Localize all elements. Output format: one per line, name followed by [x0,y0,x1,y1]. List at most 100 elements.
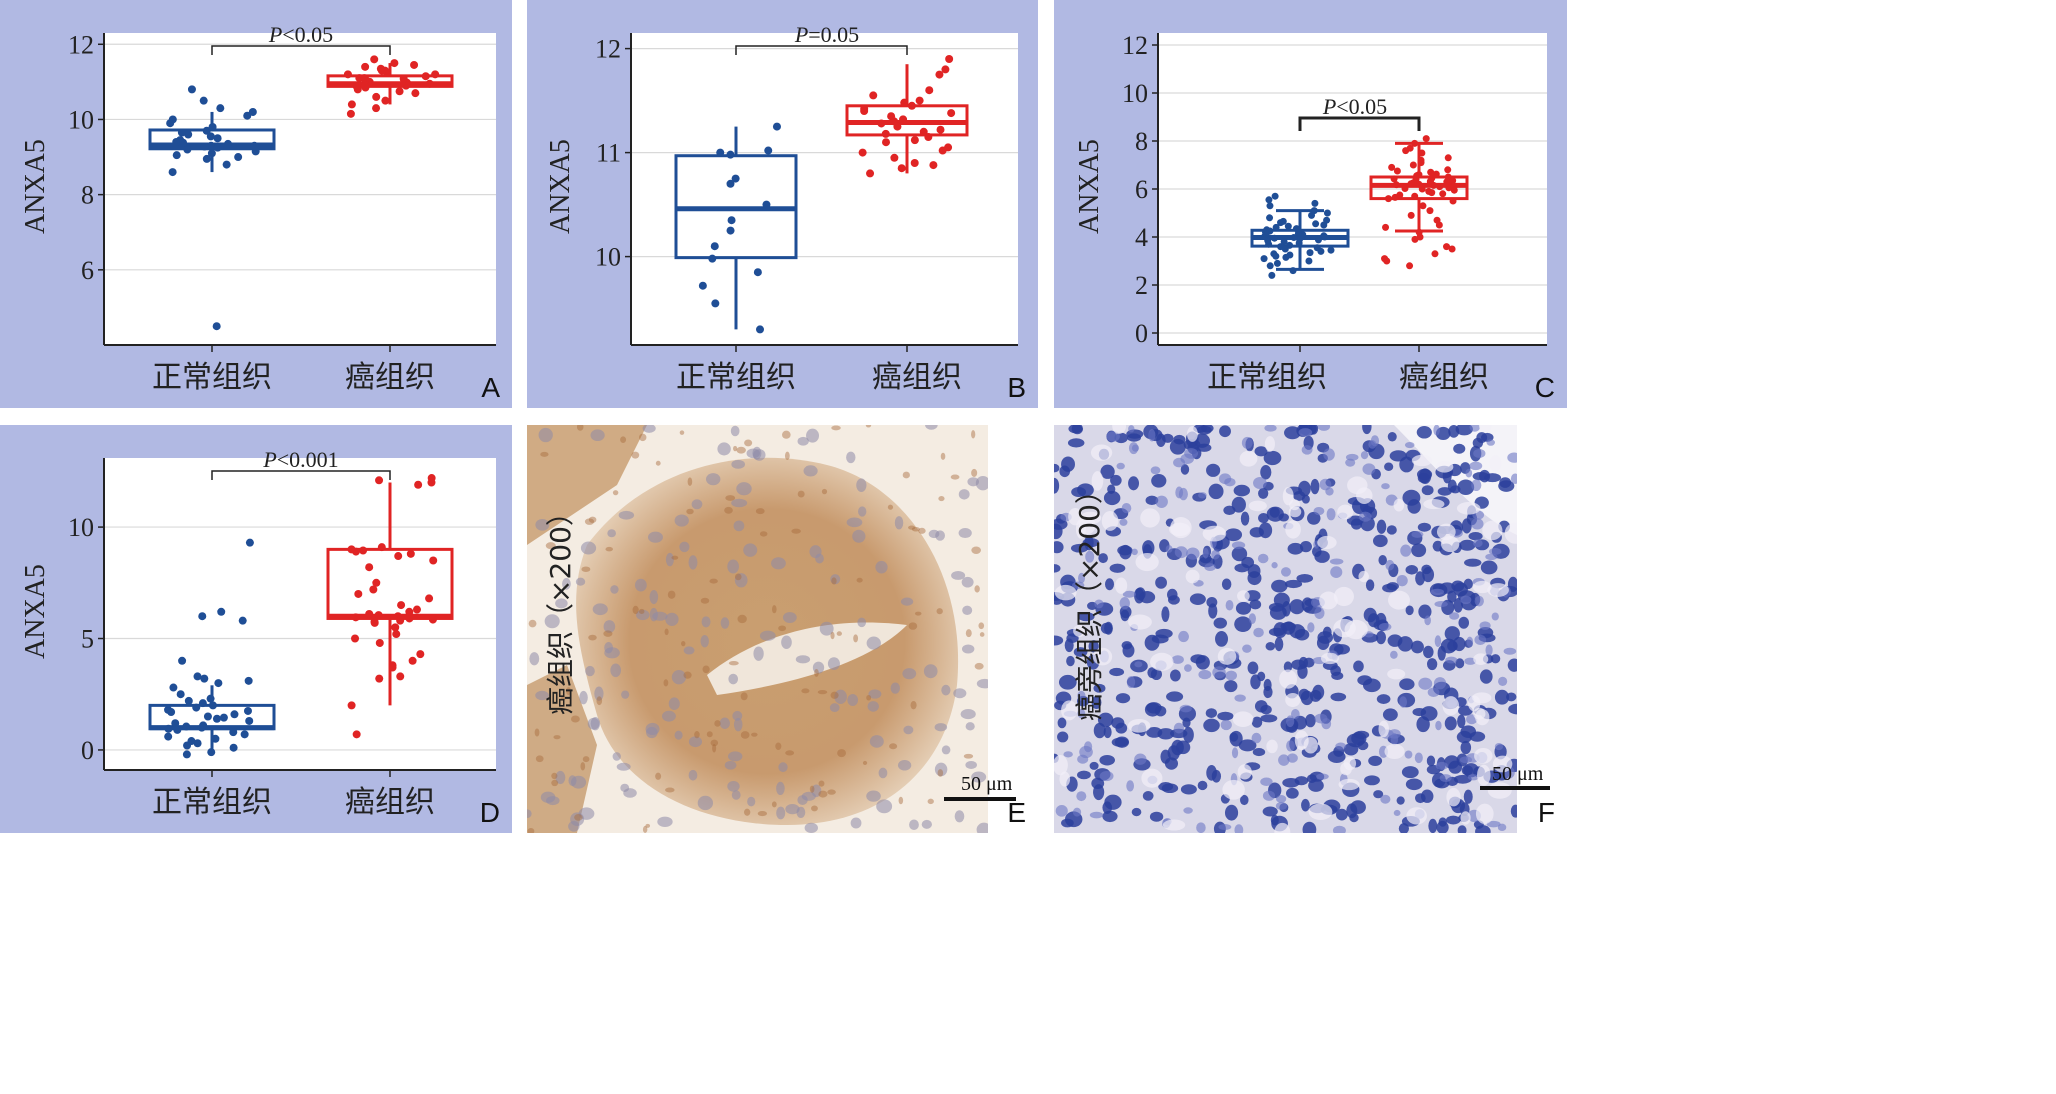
nucleus [1415,793,1426,804]
nucleus [1122,590,1136,598]
nucleus [1253,627,1264,638]
nucleus [1435,761,1448,770]
nucleus [1405,605,1414,616]
nucleus [1240,794,1249,806]
nucleus [1055,805,1068,817]
nucleus [664,628,669,636]
nucleus [1275,794,1287,803]
nucleus [1183,807,1193,814]
nucleus [710,739,719,747]
nucleus [649,589,659,605]
nucleus [1213,617,1228,629]
nucleus [801,791,816,801]
nucleus [908,622,918,630]
nucleus [1203,718,1220,733]
nucleus [791,528,801,534]
nucleus [555,770,566,785]
nucleus [978,622,985,630]
nucleus [1131,444,1140,452]
nucleus [831,577,837,585]
data-point [1265,196,1273,204]
data-point [910,159,919,167]
nucleus [1265,641,1276,651]
data-point [929,161,938,170]
micrograph-e-nuclei [522,420,993,837]
nucleus [706,731,713,738]
data-point [211,734,220,743]
nucleus [1385,559,1395,571]
data-point [207,149,216,158]
nucleus [1154,705,1167,717]
data-point [1444,166,1452,174]
nucleus [1310,478,1320,495]
nucleus [1343,743,1359,756]
nucleus [960,708,976,720]
chart-d-svg: 0 5 10 [68,458,496,777]
y-tick-label: 5 [81,625,94,654]
data-point [240,730,249,739]
nucleus [1345,453,1359,461]
nucleus [1494,689,1510,705]
nucleus [1458,705,1473,716]
nucleus [1404,750,1413,759]
nucleus [631,451,640,459]
nucleus [580,541,597,555]
data-point [1435,221,1443,229]
nucleus [719,717,731,729]
nucleus [1407,499,1421,514]
nucleus [638,433,647,442]
data-point [727,216,736,225]
nucleus [1330,665,1341,676]
data-point [882,138,891,147]
nucleus [1296,573,1314,583]
y-tick-label: 10 [68,105,94,134]
nucleus [1453,582,1468,597]
nucleus [553,735,561,740]
nucleus [1336,808,1348,821]
nucleus [1183,726,1194,743]
nucleus [850,817,862,829]
nucleus [1286,787,1299,799]
x-category-cancer-d: 癌组织 [345,785,435,820]
nucleus [1089,761,1099,770]
x-category-normal-a: 正常组织 [152,360,272,395]
nucleus [740,692,748,701]
nucleus [1507,576,1519,592]
data-point [1411,192,1419,200]
data-point [1401,185,1409,193]
nucleus [1298,480,1311,497]
nucleus [1382,583,1398,593]
data-point [698,281,707,290]
nucleus [1067,438,1085,448]
nucleus [1368,439,1377,449]
nucleus [1190,654,1206,664]
nucleus [1274,637,1284,652]
nucleus [687,477,693,486]
y-tick-label: 0 [1135,319,1148,348]
data-point [416,650,425,659]
nucleus [603,630,613,637]
nucleus [1447,640,1458,652]
nucleus [655,460,661,466]
nucleus [1247,564,1261,579]
nucleus [578,807,595,820]
nucleus [1468,695,1481,712]
data-point [1305,257,1313,265]
nucleus [649,607,658,622]
nucleus [759,630,776,641]
nucleus [1220,719,1232,731]
data-point [1416,233,1424,241]
data-point [164,732,173,741]
nucleus [1119,518,1128,526]
y-tick-label: 2 [1135,271,1148,300]
nucleus [1301,445,1313,455]
nucleus [1084,535,1094,551]
nucleus [818,780,825,787]
nucleus [1432,540,1444,552]
data-point [352,730,361,739]
nucleus [663,679,669,687]
nucleus [1251,732,1262,744]
nucleus [1258,512,1269,524]
nucleus [778,625,787,632]
data-point [1419,202,1427,210]
